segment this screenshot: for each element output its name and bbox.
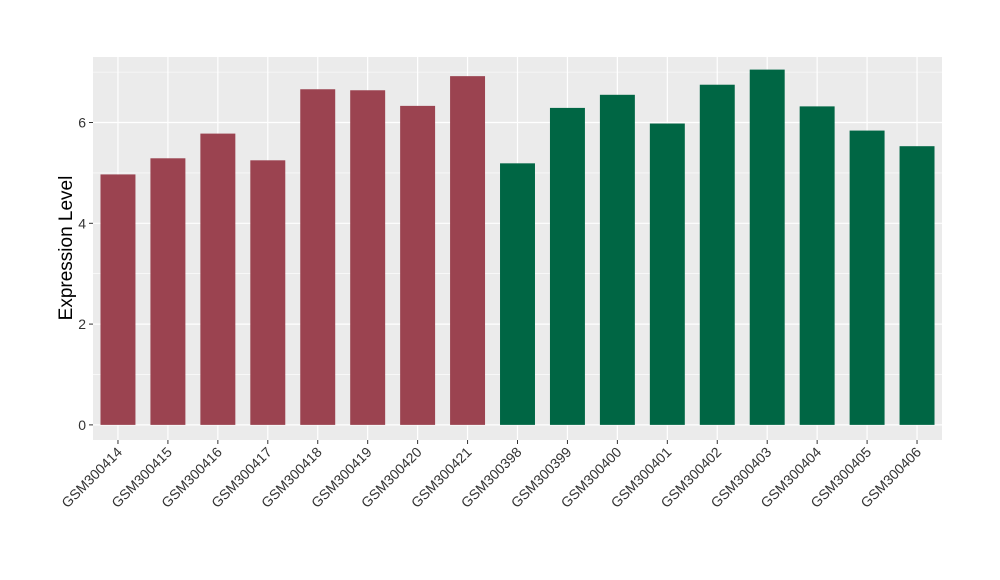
- bar-GSM300404: [799, 106, 835, 425]
- bar-GSM300419: [350, 90, 386, 425]
- bars: [100, 69, 935, 425]
- bar-GSM300414: [100, 174, 136, 425]
- bar-GSM300420: [400, 105, 436, 425]
- y-tick-label: 6: [78, 115, 86, 131]
- y-axis-title: Expression Level: [56, 176, 77, 321]
- bar-GSM300406: [899, 146, 935, 425]
- bar-GSM300402: [699, 84, 735, 425]
- bar-GSM300399: [549, 107, 585, 425]
- bar-GSM300403: [749, 69, 785, 425]
- y-axis: 0 2 4 6: [78, 115, 93, 433]
- bar-GSM300416: [200, 133, 236, 425]
- y-tick-label: 2: [78, 316, 86, 332]
- y-tick-label: 4: [78, 215, 86, 231]
- bar-GSM300401: [649, 123, 685, 425]
- y-tick-label: 0: [78, 417, 86, 433]
- bar-GSM300421: [450, 76, 486, 425]
- bar-GSM300400: [599, 94, 635, 425]
- bar-GSM300398: [500, 163, 535, 425]
- x-axis: GSM300414GSM300415GSM300416GSM300417GSM3…: [58, 440, 924, 511]
- bar-GSM300417: [250, 160, 286, 425]
- bar-GSM300418: [300, 89, 336, 425]
- bar-GSM300405: [849, 130, 885, 425]
- bar-GSM300415: [150, 158, 186, 425]
